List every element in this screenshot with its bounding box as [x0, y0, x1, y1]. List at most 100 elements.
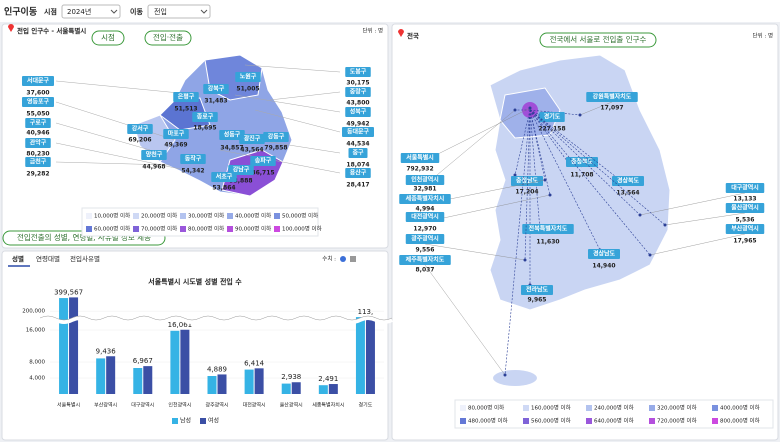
- toggle-icon[interactable]: [350, 256, 356, 262]
- label-box: [342, 127, 374, 137]
- period-dropdown[interactable]: [61, 4, 121, 19]
- region-value: 51,513: [174, 106, 197, 113]
- legend-swatch: [86, 226, 92, 232]
- page-title: 인구이동: [4, 6, 37, 18]
- label-box: [399, 255, 451, 265]
- region-name: 경상북도: [617, 177, 640, 185]
- callout-text: 전입·전출: [153, 32, 183, 42]
- toggle-icon[interactable]: [340, 256, 346, 262]
- region-name: 구로구: [30, 120, 47, 127]
- label-box: [141, 150, 167, 160]
- region-value: 9,556: [416, 247, 435, 254]
- region-value: 28,417: [346, 182, 369, 189]
- region-name: 강동구: [268, 133, 285, 141]
- label-box: [521, 285, 553, 295]
- region-value: 17,965: [733, 238, 756, 245]
- region-dot: [543, 178, 547, 182]
- legend-label: 160,000명 이하: [531, 404, 571, 412]
- legend-swatch: [586, 418, 592, 424]
- move-dropdown[interactable]: [147, 4, 211, 19]
- region-name: 중랑구: [350, 88, 367, 96]
- legend-swatch: [172, 418, 178, 424]
- region-name: 동대문구: [347, 128, 370, 136]
- bar: [281, 383, 291, 394]
- region-dot: [503, 373, 507, 377]
- leader-line: [639, 192, 746, 216]
- label-box: [588, 249, 620, 259]
- x-tick-label: 부산광역시: [94, 402, 117, 409]
- leader-line: [649, 233, 746, 256]
- bar: [143, 366, 153, 394]
- region-value: 5,536: [736, 217, 755, 224]
- leader-line: [424, 109, 516, 186]
- label-box: [263, 132, 289, 142]
- legend-label: 80,000명 이하: [468, 404, 504, 412]
- jeju-shape: [493, 370, 537, 386]
- leader-line: [424, 194, 551, 223]
- callout-text: 전국에서 서울로 전입출 인구수: [550, 34, 647, 44]
- region-value: 9,965: [528, 297, 547, 304]
- leader-line: [269, 91, 341, 101]
- data-label: 2,938: [281, 373, 301, 381]
- flow-arrow: [529, 109, 666, 226]
- callout: [91, 30, 125, 46]
- bar: [217, 374, 227, 394]
- legend-swatch: [227, 213, 233, 219]
- region-name: 마포구: [168, 130, 185, 138]
- leader-line: [55, 122, 151, 151]
- legend-label: 80,000명 이하: [188, 225, 224, 233]
- region-name: 서초구: [216, 173, 233, 181]
- region-name: 송파구: [255, 157, 272, 165]
- legend-label: 800,000명 이하: [720, 417, 760, 425]
- region-name: 강원특별자치도: [593, 93, 632, 101]
- region-value: 49,369: [164, 142, 187, 149]
- label-box: [163, 129, 189, 139]
- region-value: 79,858: [264, 145, 287, 152]
- legend-swatch: [133, 213, 139, 219]
- legend-label: 여성: [208, 417, 219, 425]
- flow-arrow: [529, 109, 641, 216]
- region-value: 18,074: [346, 162, 369, 169]
- y-tick-label: 8,000: [29, 360, 45, 366]
- region-value: 29,282: [26, 171, 49, 178]
- label-box: [405, 234, 445, 244]
- legend-label: 50,000명 이하: [282, 212, 318, 220]
- tab[interactable]: 전입사유별: [70, 254, 100, 263]
- legend-label: 남성: [180, 417, 191, 425]
- region-value: 37,600: [26, 90, 49, 97]
- region-value: 30,175: [346, 80, 369, 87]
- region-value: 18,695: [193, 125, 216, 132]
- region-name: 광진구: [244, 135, 261, 143]
- flow-arrow: [529, 109, 541, 231]
- label-box: [250, 156, 276, 166]
- region-name: 동작구: [185, 155, 202, 163]
- data-label: 2,491: [318, 375, 338, 383]
- tab[interactable]: 성별: [12, 254, 24, 263]
- region-name: 금천구: [30, 158, 47, 166]
- label-box: [725, 224, 765, 234]
- x-tick-label: 서울특별시: [57, 402, 80, 409]
- flow-arrow: [524, 109, 531, 261]
- region-dot: [513, 173, 517, 177]
- leader-line: [424, 243, 526, 261]
- label-box: [405, 212, 445, 222]
- callout: [539, 32, 657, 48]
- dropdown-value: 전입: [154, 7, 167, 16]
- legend-label: 90,000명 이하: [235, 225, 271, 233]
- tab[interactable]: 연령대별: [36, 254, 60, 263]
- legend-label: 480,000명 이하: [468, 417, 508, 425]
- label-box: [566, 157, 598, 167]
- filter-label: 이동: [130, 7, 143, 16]
- x-tick-label: 광주광역시: [205, 402, 228, 409]
- leader-line: [664, 212, 746, 226]
- flow-arrow: [529, 109, 621, 181]
- legend-label: 40,000명 이하: [235, 212, 271, 220]
- x-tick-label: 인천광역시: [168, 402, 191, 409]
- region-value: 4,994: [416, 206, 435, 213]
- legend-swatch: [523, 418, 529, 424]
- region-value: 31,483: [204, 98, 227, 105]
- legend-swatch: [133, 226, 139, 232]
- y-tick-label: 4,000: [29, 376, 45, 382]
- legend-label: 640,000명 이하: [594, 417, 634, 425]
- region-value: 11,630: [536, 239, 559, 246]
